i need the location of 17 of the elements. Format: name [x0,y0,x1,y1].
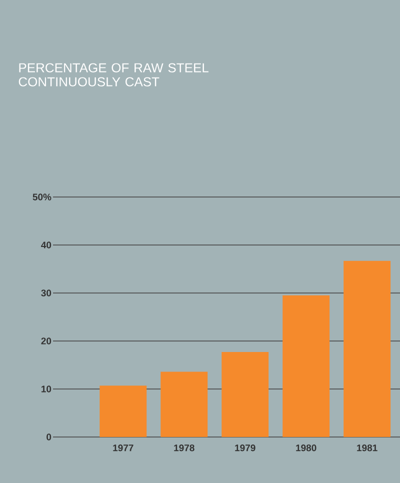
x-tick-label: 1980 [296,444,316,452]
x-tick-label: 1978 [174,444,194,452]
bar [100,386,147,437]
y-tick-label: 40 [41,242,52,248]
bar [160,372,208,437]
x-tick-label: 1981 [357,444,378,452]
x-tick-label: 1977 [113,444,134,452]
y-tick-label: 10 [42,386,52,392]
bar [344,260,391,437]
chart-title: PERCENTAGE OF RAW STEEL CONTINUOUSLY CAST [18,63,208,86]
y-tick-label: 0 [46,434,52,440]
y-tick-label: 30 [41,290,52,296]
x-tick-label: 1979 [235,444,256,452]
y-tick-label: 50% [32,194,52,200]
bar [222,352,269,437]
bar [282,295,330,437]
y-tick-label: 20 [41,338,52,344]
